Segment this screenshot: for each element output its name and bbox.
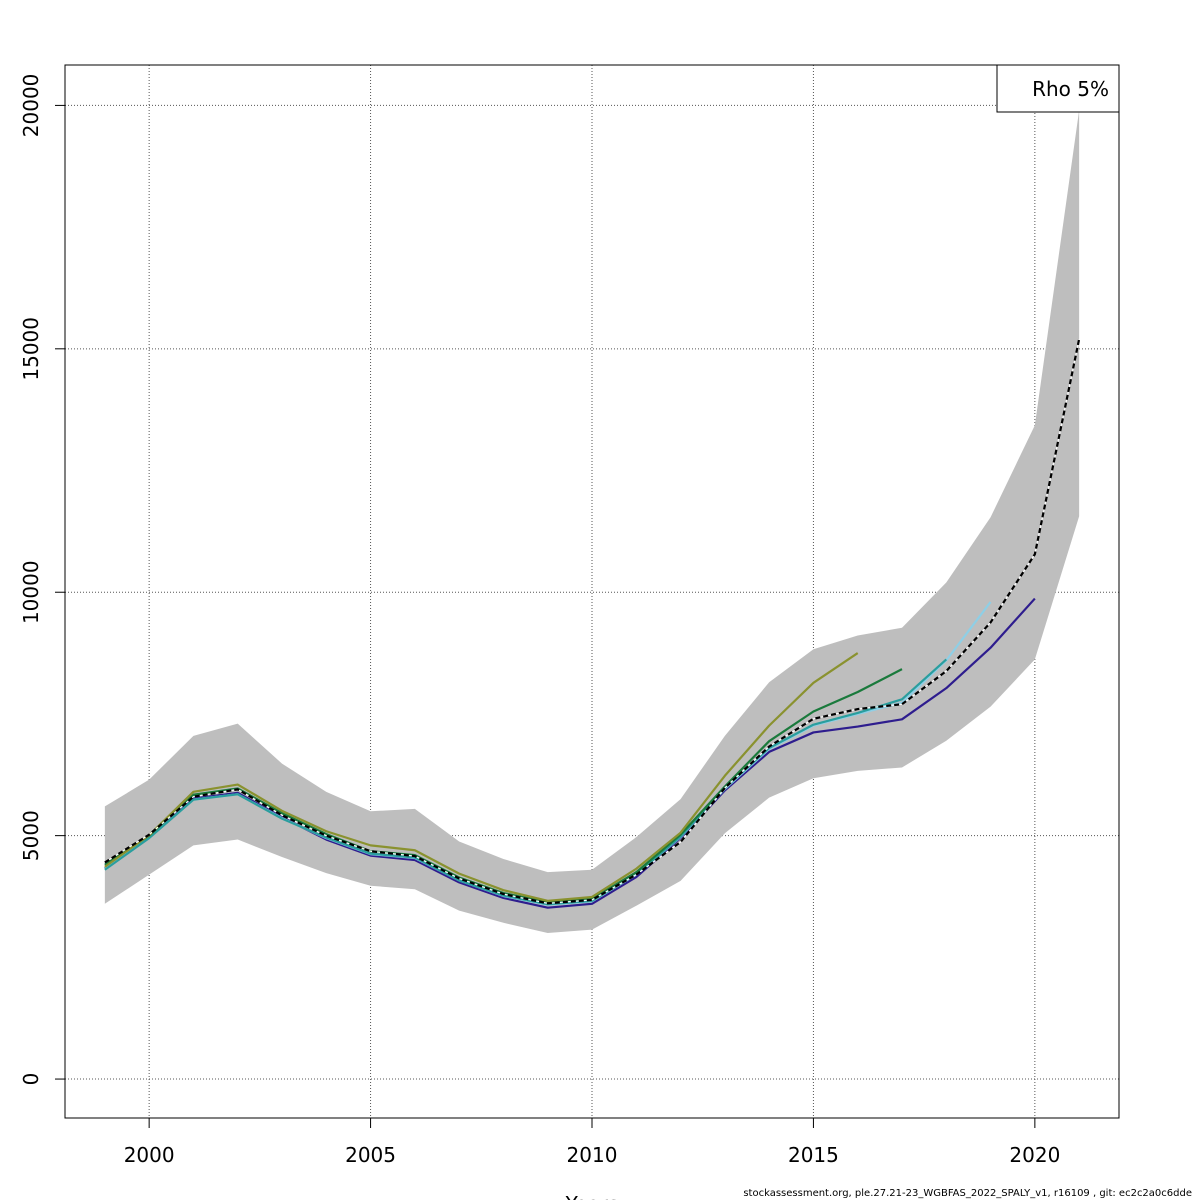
series-lines [104,338,1081,909]
confidence-band-area [104,110,1080,934]
confidence-band [104,110,1080,934]
y-tick-label: 5000 [19,810,43,861]
footer-credit: stockassessment.org, ple.27.21-23_WGBFAS… [743,1188,1192,1199]
legend: Rho 5% [996,64,1120,113]
y-tick-label: 15000 [19,317,43,381]
y-tick-label: 10000 [19,560,43,624]
series-line [104,652,859,902]
legend-text: Rho 5% [1032,77,1109,101]
legend-box [996,64,1120,113]
y-tick-label: 0 [19,1073,43,1086]
y-axis: 0 5000 10000 15000 20000 [19,74,65,1086]
x-tick-label: 2015 [788,1143,839,1167]
x-tick-label: 2000 [124,1143,175,1167]
x-tick-label: 2010 [567,1143,618,1167]
x-tick-label: 2005 [345,1143,396,1167]
y-tick-label: 20000 [19,74,43,138]
x-tick-label: 2020 [1009,1143,1060,1167]
x-axis: 2000 2005 2010 2015 2020 [124,1118,1060,1167]
x-axis-title: Years [565,1192,619,1200]
series-line-main [104,338,1081,905]
series-line [104,658,948,906]
